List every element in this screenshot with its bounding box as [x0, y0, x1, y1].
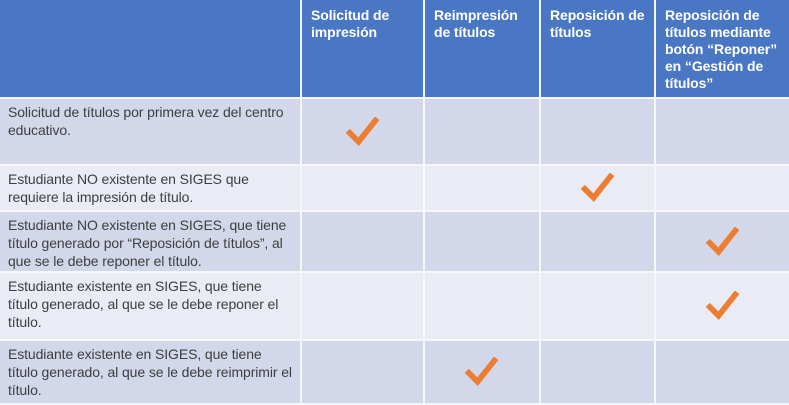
- column-header-reposicion-de-titulos: Reposición de títulos: [541, 0, 654, 97]
- check-cell: [302, 273, 423, 339]
- column-header-solicitud-de-impresion: Solicitud de impresión: [302, 0, 423, 97]
- check-cell: [541, 166, 654, 210]
- check-cell: [425, 166, 539, 210]
- check-icon: [705, 226, 739, 256]
- check-icon: [345, 116, 379, 146]
- check-cell: [302, 99, 423, 164]
- check-cell: [541, 99, 654, 164]
- column-header-reimpresion-de-titulos: Reimpresión de títulos: [425, 0, 539, 97]
- check-cell: [656, 166, 789, 210]
- column-header-reposicion-mediante-boton-reponer: Reposición de títulos mediante botón “Re…: [656, 0, 789, 97]
- row-label: Estudiante NO existente en SIGES, que ti…: [0, 212, 300, 271]
- row-label: Solicitud de títulos por primera vez del…: [0, 99, 300, 164]
- check-cell: [302, 341, 423, 403]
- check-icon: [580, 173, 614, 203]
- check-cell: [656, 212, 789, 271]
- row-label: Estudiante NO existente en SIGES que req…: [0, 166, 300, 210]
- check-cell: [302, 212, 423, 271]
- check-cell: [425, 99, 539, 164]
- check-cell: [656, 341, 789, 403]
- row-label: Estudiante existente en SIGES, que tiene…: [0, 341, 300, 403]
- check-cell: [425, 341, 539, 403]
- check-cell: [541, 341, 654, 403]
- check-cell: [541, 273, 654, 339]
- check-cell: [656, 273, 789, 339]
- check-cell: [425, 273, 539, 339]
- check-icon: [705, 291, 739, 321]
- check-cell: [425, 212, 539, 271]
- check-cell: [656, 99, 789, 164]
- check-cell: [541, 212, 654, 271]
- corner-header-cell: [0, 0, 300, 97]
- check-cell: [302, 166, 423, 210]
- check-icon: [464, 357, 499, 387]
- row-label: Estudiante existente en SIGES, que tiene…: [0, 273, 300, 339]
